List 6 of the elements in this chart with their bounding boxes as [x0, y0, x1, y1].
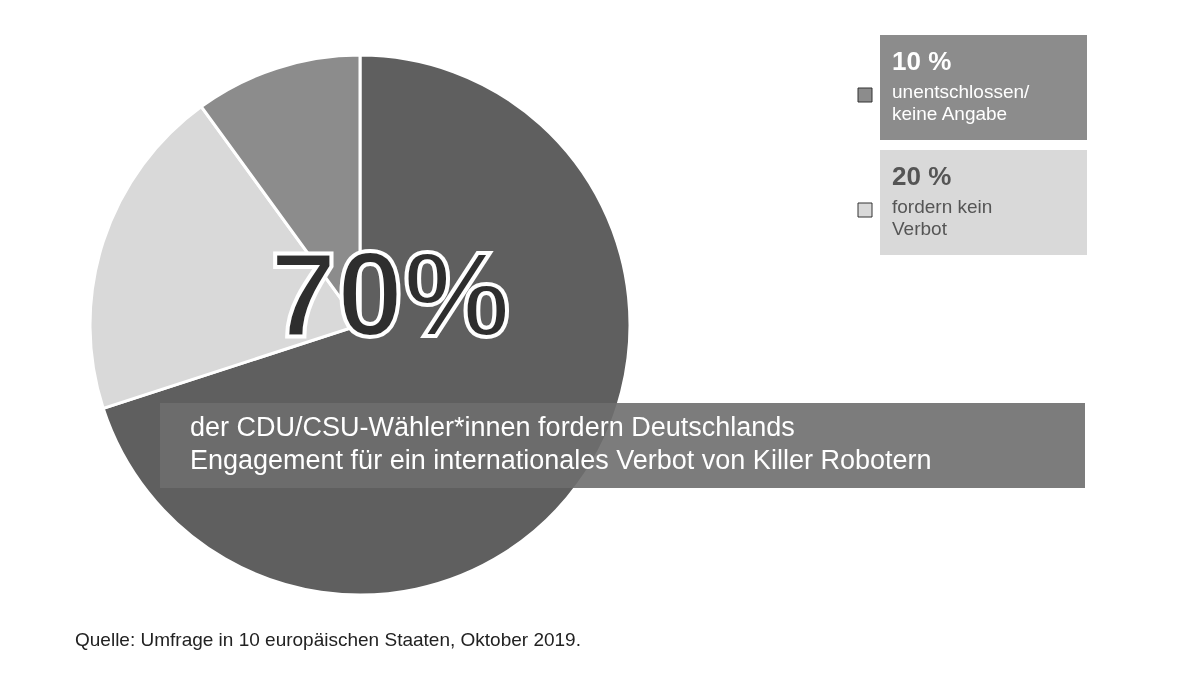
- data-label: 10 %: [892, 46, 952, 76]
- slice-label: der CDU/CSU-Wähler*innen fordern Deutschlands Engagement für ein internationales Verbot von Killer Robotern: [190, 412, 932, 475]
- legend-label: unentschlossen/ keine Angabe: [892, 81, 1031, 124]
- source-note: Quelle: Umfrage in 10 europäischen Staaten, Oktober 2019.: [75, 629, 581, 650]
- data-label: 20 %: [892, 161, 952, 191]
- legend-label: fordern kein Verbot: [892, 196, 993, 239]
